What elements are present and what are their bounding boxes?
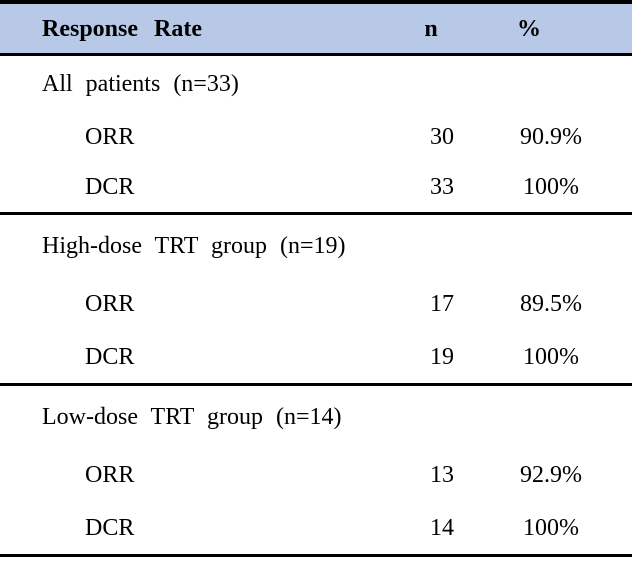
table-row-orr: ORR 17 89.5% xyxy=(0,277,632,330)
percent-value: 100% xyxy=(523,343,579,370)
table-row-dcr: DCR 33 100% xyxy=(0,162,632,212)
group-label-row: Low-dose TRT group (n=14) xyxy=(0,386,632,448)
section-low-dose: Low-dose TRT group (n=14) ORR 13 92.9% D… xyxy=(0,386,632,557)
n-value: 30 xyxy=(430,124,454,150)
n-value: 33 xyxy=(430,174,454,200)
group-label-row: All patients (n=33) xyxy=(0,56,632,112)
header-percent: % xyxy=(517,15,541,42)
table-row-dcr: DCR 19 100% xyxy=(0,330,632,383)
group-label: High-dose TRT group (n=19) xyxy=(42,233,346,259)
header-n: n xyxy=(424,15,438,42)
percent-value: 100% xyxy=(523,514,579,541)
percent-value: 90.9% xyxy=(520,124,582,150)
metric-label: DCR xyxy=(85,343,135,370)
metric-label: DCR xyxy=(85,514,135,541)
metric-label: ORR xyxy=(85,461,135,488)
group-label: All patients (n=33) xyxy=(42,71,239,97)
metric-label: ORR xyxy=(85,290,135,317)
table-row-orr: ORR 13 92.9% xyxy=(0,448,632,501)
n-value: 14 xyxy=(430,514,454,541)
percent-value: 92.9% xyxy=(520,461,582,488)
header-response-rate: Response Rate xyxy=(42,15,202,42)
group-label: Low-dose TRT group (n=14) xyxy=(42,404,342,430)
metric-label: ORR xyxy=(85,124,135,150)
response-rate-table: Response Rate n % All patients (n=33) OR… xyxy=(0,0,632,557)
metric-label: DCR xyxy=(85,174,135,200)
percent-value: 89.5% xyxy=(520,290,582,317)
table-header-row: Response Rate n % xyxy=(0,4,632,56)
n-value: 17 xyxy=(430,290,454,317)
group-label-row: High-dose TRT group (n=19) xyxy=(0,215,632,277)
table-row-orr: ORR 30 90.9% xyxy=(0,112,632,162)
table-row-dcr: DCR 14 100% xyxy=(0,501,632,554)
section-high-dose: High-dose TRT group (n=19) ORR 17 89.5% … xyxy=(0,215,632,386)
n-value: 13 xyxy=(430,461,454,488)
n-value: 19 xyxy=(430,343,454,370)
percent-value: 100% xyxy=(523,174,579,200)
section-all-patients: All patients (n=33) ORR 30 90.9% DCR 33 … xyxy=(0,56,632,215)
